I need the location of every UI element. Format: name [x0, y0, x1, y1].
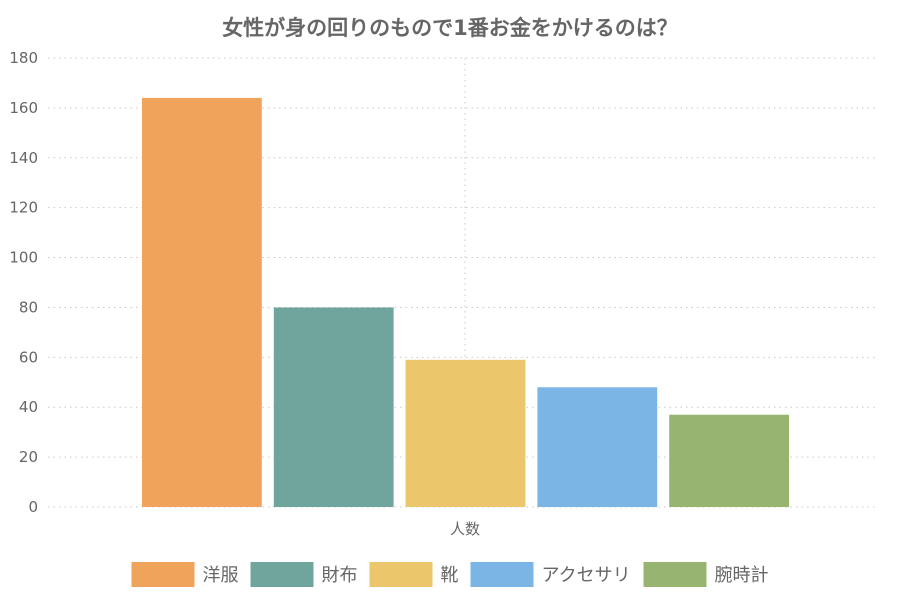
y-tick-label: 80	[19, 298, 38, 316]
legend-label: 靴	[441, 565, 459, 586]
legend-swatch	[369, 562, 433, 587]
y-tick-label: 20	[19, 448, 38, 466]
x-category-label: 人数	[450, 520, 480, 538]
legend-label: アクセサリ	[542, 565, 631, 586]
legend-swatch	[470, 562, 534, 587]
chart-title: 女性が身の回りのもので1番お金をかけるのは？	[222, 16, 678, 40]
bar-2	[273, 307, 394, 507]
y-tick-label: 0	[28, 498, 38, 516]
legend-swatch	[131, 562, 195, 587]
y-tick-label: 100	[9, 249, 38, 267]
y-tick-label: 180	[9, 49, 38, 67]
bar-4	[537, 387, 658, 507]
y-axis-ticks: 0 20 40 60 80 100 120 140 160 180	[9, 49, 38, 516]
y-tick-label: 60	[19, 348, 38, 366]
y-tick-label: 140	[9, 149, 38, 167]
bar-3	[405, 359, 526, 507]
y-tick-label: 120	[9, 199, 38, 217]
legend-swatch	[643, 562, 707, 587]
legend-swatch	[250, 562, 314, 587]
bar-1	[142, 97, 262, 508]
y-tick-label: 160	[9, 99, 38, 117]
legend-label: 腕時計	[715, 565, 769, 586]
bar-5	[669, 414, 789, 507]
bars	[142, 97, 789, 508]
legend-label: 財布	[322, 565, 358, 586]
legend: 洋服 財布 靴 アクセサリ 腕時計	[131, 562, 769, 587]
y-tick-label: 40	[19, 398, 38, 416]
legend-label: 洋服	[203, 565, 239, 586]
